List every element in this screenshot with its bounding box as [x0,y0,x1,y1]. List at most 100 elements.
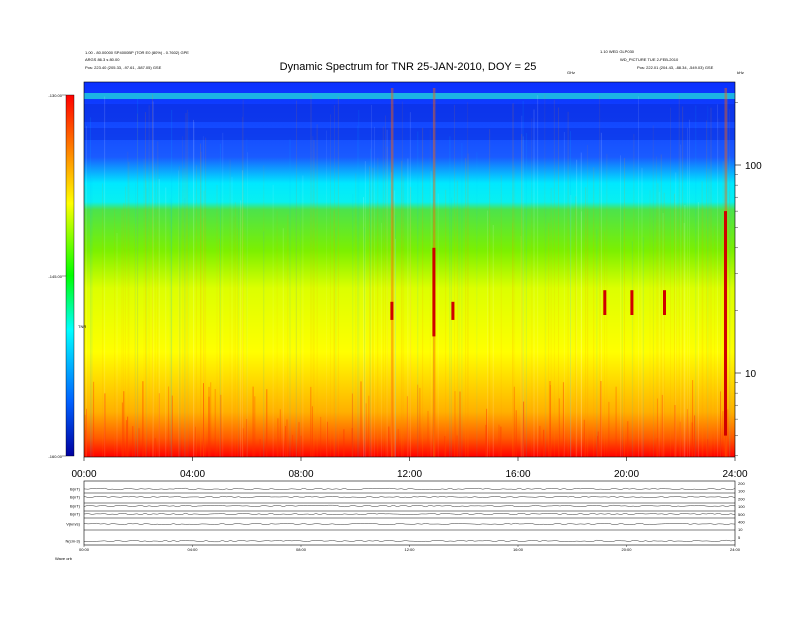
spectrum-streak [714,226,716,457]
low-frequency-streak [419,387,421,457]
colorbar-tick-label: -130.00 [48,93,62,98]
spectrum-streak [596,229,598,457]
spectrum-streak [465,158,467,457]
low-frequency-streak [608,401,610,457]
low-frequency-streak [93,381,95,457]
spectrum-streak [454,104,455,458]
spectrum-streak [624,158,625,457]
spectrum-streak [649,190,651,457]
spectrum-streak [658,191,660,457]
spectrum-streak [580,152,582,457]
spectrum-streak [558,107,559,457]
spectrum-streak [467,102,469,457]
spectrum-streak [334,105,335,457]
spectrogram-dark-band-1 [84,104,735,122]
spectrum-streak [282,228,284,457]
spectrum-streak [695,105,697,458]
spectrum-streak [302,175,304,457]
spectrum-streak [587,144,588,458]
spectrum-streak [188,112,190,457]
spectrum-streak [179,179,181,457]
spectrum-streak [148,105,150,457]
spectrum-streak [675,172,677,457]
spectrum-streak [135,182,136,457]
spectrum-streak [134,224,135,457]
spectrum-streak [537,95,539,457]
low-frequency-streak [123,391,125,457]
spectrum-streak [222,132,224,458]
spectrum-streak [563,132,565,457]
spectrum-streak [467,153,469,457]
spectrum-streak [335,227,337,457]
spectrum-streak [216,185,218,457]
spectrum-streak [143,159,145,457]
spectrum-streak [233,216,235,457]
header-left-line-3: Pos: 223.40 (205.33, -97.61, -587.05) GS… [85,65,162,70]
spectrum-streak [326,130,327,457]
spectrum-streak [633,133,635,457]
low-frequency-streak [298,422,300,457]
low-frequency-streak [285,426,286,457]
low-frequency-streak [279,409,281,457]
low-frequency-streak [513,386,515,457]
spectrum-streak [531,118,533,457]
spectrum-streak [492,225,494,457]
low-frequency-streak [600,381,602,457]
low-frequency-streak [142,381,144,457]
spectrum-streak [178,170,179,457]
spectrum-streak [171,200,172,457]
spectrum-streak [276,210,278,457]
spectrum-streak [287,214,289,457]
panel-right-tick-label: 500 [738,512,745,517]
spectrum-streak [410,186,412,457]
spectrogram-top-band [84,93,735,99]
spectrum-streak [116,232,118,457]
spectrum-streak [638,96,639,458]
panel-right-tick-label: 200 [738,496,745,501]
low-frequency-streak [158,393,160,457]
spectrum-streak [407,158,409,457]
spectrum-streak [358,110,360,457]
spectrum-streak [689,119,690,457]
spectrum-streak [393,200,395,458]
low-frequency-streak [351,393,353,457]
spectrum-streak [401,160,402,458]
spectrum-streak [678,94,680,458]
low-frequency-streak [277,418,279,457]
low-frequency-streak [661,394,663,457]
low-frequency-streak [679,421,681,457]
spectrum-streak [394,190,396,457]
low-frequency-streak [365,403,367,457]
low-frequency-streak [498,424,500,457]
spectrum-streak [449,136,451,458]
spectrum-streak [600,132,602,458]
spectrum-streak [409,112,411,457]
spectrum-streak [114,207,116,457]
x-tick-label: 12:00 [397,469,422,480]
low-frequency-streak [259,439,261,457]
spectrum-streak [544,94,546,457]
spectrum-streak [234,201,236,457]
low-frequency-streak [539,425,541,457]
spectrum-streak [422,127,424,458]
freq-unit-top: GHz [567,70,575,75]
spectrum-streak [158,178,160,457]
low-frequency-streak [692,380,694,457]
spectrum-streak [241,116,243,458]
spectrum-streak [687,127,688,458]
low-frequency-streak [154,438,156,457]
low-frequency-streak [459,391,461,457]
panel-label: B(nT) [70,504,81,509]
spectrum-streak [381,222,382,457]
low-frequency-streak [597,435,598,457]
spectrum-streak [728,190,730,458]
low-frequency-streak [388,426,390,457]
spectrum-streak [545,207,547,457]
spectrum-streak [585,187,587,458]
low-frequency-streak [615,386,617,457]
low-frequency-streak [686,409,688,457]
x-tick-label: 00:00 [71,469,96,480]
panel-right-tick-label: 200 [738,481,745,486]
panel-right-tick-label: 100 [738,489,745,494]
